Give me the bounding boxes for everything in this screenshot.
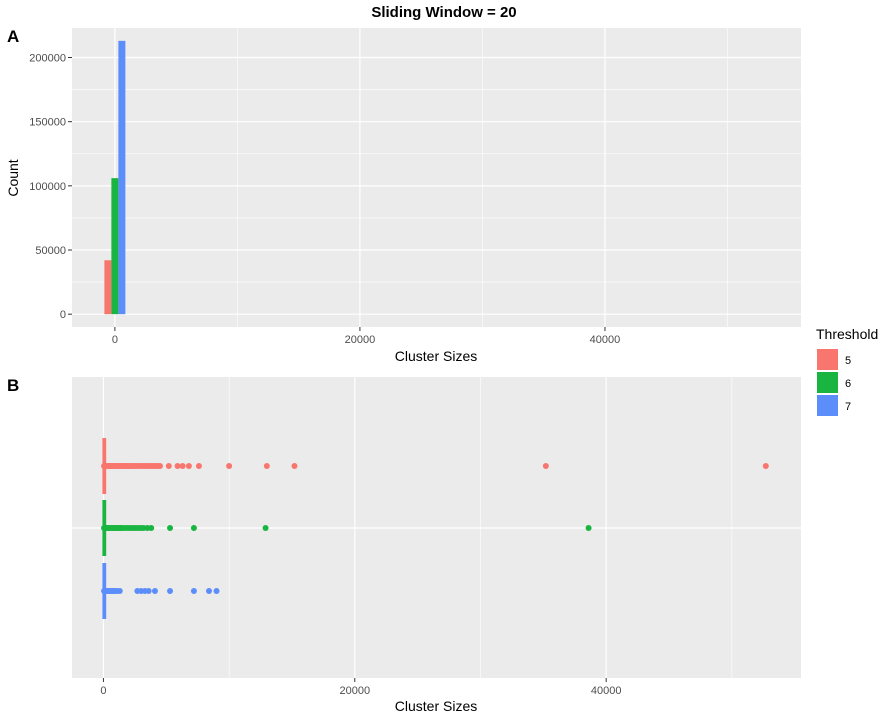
legend-label-7: 7: [845, 401, 851, 413]
bar-threshold-6: [111, 178, 119, 315]
point-threshold-6: [190, 525, 197, 531]
panel-a-y-axis-label: Count: [5, 159, 21, 196]
panel-b-x-ticks: 0 20000 40000: [100, 678, 621, 697]
point-threshold-7: [213, 588, 220, 594]
panel-b-x-tick-label: 0: [100, 685, 106, 697]
point-threshold-5: [226, 463, 233, 469]
point-threshold-5: [185, 463, 192, 469]
panel-a-bars: [104, 40, 126, 315]
point-threshold-5: [542, 463, 549, 469]
point-threshold-7: [206, 588, 213, 594]
panel-a-y-tick-label: 150000: [29, 117, 66, 129]
panel-a-x-axis-label: Cluster Sizes: [395, 348, 477, 364]
point-threshold-6: [262, 525, 269, 531]
point-threshold-5: [165, 463, 172, 469]
bar-threshold-7: [118, 40, 126, 315]
legend-label-6: 6: [845, 378, 851, 390]
point-threshold-5: [174, 463, 181, 469]
point-threshold-6: [585, 525, 592, 531]
panel-a-x-tick-label: 0: [112, 334, 118, 346]
panel-a-x-tick-label: 20000: [345, 334, 376, 346]
legend-key-7: [817, 395, 838, 416]
point-threshold-5: [263, 463, 270, 469]
panel-b-points: [101, 438, 769, 619]
point-threshold-5: [291, 463, 298, 469]
panel-a-plot-background: [72, 28, 801, 327]
panel-a-gridlines: [72, 28, 801, 327]
panel-a-x-tick-label: 40000: [590, 334, 621, 346]
panel-a-y-ticks: 0 50000 100000 150000 200000: [29, 53, 72, 321]
legend-key-5: [817, 349, 838, 370]
panel-b-x-tick-label: 20000: [340, 685, 371, 697]
panel-b-x-tick-label: 40000: [591, 685, 622, 697]
point-threshold-6: [148, 525, 155, 531]
point-threshold-7: [151, 588, 158, 594]
point-threshold-7: [190, 588, 197, 594]
panel-a-tag: A: [7, 27, 19, 46]
point-threshold-7: [145, 588, 152, 594]
point-threshold-5: [762, 463, 769, 469]
panel-a-y-tick-label: 100000: [29, 181, 66, 193]
legend-key-6: [817, 372, 838, 393]
point-threshold-6: [167, 525, 174, 531]
panel-b-tag: B: [7, 376, 19, 395]
chart-title: Sliding Window = 20: [371, 4, 516, 21]
panel-a-x-ticks: 0 20000 40000: [112, 327, 620, 346]
panel-a-y-tick-label: 0: [60, 309, 66, 321]
legend-label-5: 5: [845, 355, 851, 367]
legend-title: Threshold: [816, 326, 878, 342]
point-threshold-7: [116, 588, 123, 594]
panel-a-y-tick-label: 200000: [29, 53, 66, 65]
bar-threshold-5: [104, 260, 112, 315]
panel-a-y-tick-label: 50000: [35, 245, 66, 257]
point-threshold-7: [167, 588, 174, 594]
point-threshold-5: [195, 463, 202, 469]
panel-b-x-axis-label: Cluster Sizes: [395, 698, 477, 714]
point-threshold-5: [179, 463, 186, 469]
point-threshold-5: [156, 463, 163, 469]
legend: Threshold 5 6 7: [816, 326, 878, 416]
